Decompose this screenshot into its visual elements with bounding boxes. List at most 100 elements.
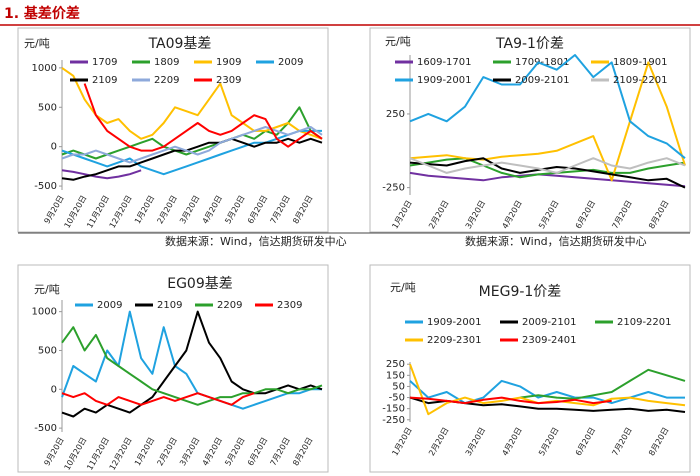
y-tick-label: -50 (389, 393, 405, 404)
legend-label: 2309 (216, 75, 241, 86)
y-tick-label: 50 (392, 381, 405, 392)
y-tick-label: -500 (34, 423, 57, 434)
source-note: 数据来源：Wind，信达期货研发中心 (465, 234, 647, 248)
x-tick-label: 9月20日 (42, 194, 65, 226)
x-tick-label: 8月20日 (291, 436, 314, 468)
legend-label: 2009 (97, 300, 122, 311)
legend-label: 1709 (92, 57, 117, 68)
x-tick-label: 5月20日 (223, 436, 246, 468)
legend-label: 1909-2001 (417, 75, 472, 86)
legend-label: 2109 (92, 75, 117, 86)
y-tick-label: 250 (386, 109, 405, 120)
unit-label: 元/吨 (390, 281, 416, 294)
x-tick-label: 9月20日 (42, 436, 65, 468)
series-line (409, 157, 686, 189)
unit-label: 元/吨 (34, 283, 60, 296)
legend-label: 2209-2301 (427, 335, 482, 346)
x-tick-label: 5月20日 (537, 199, 560, 231)
x-tick-label: 4月20日 (201, 436, 224, 468)
y-tick-label: 500 (38, 345, 57, 356)
chart-title: TA09基差 (148, 35, 212, 52)
chart-frame (17, 27, 329, 233)
series-line (83, 83, 323, 152)
legend-label: 1709-1801 (515, 57, 570, 68)
series-line (61, 67, 323, 140)
series-line (519, 368, 686, 400)
x-tick-label: 5月20日 (537, 426, 560, 458)
y-tick-label: 500 (38, 102, 57, 113)
legend-label: 2109 (157, 300, 182, 311)
series-line (409, 396, 612, 405)
series-line (61, 392, 255, 406)
series-line (61, 326, 323, 406)
legend-label: 2009 (278, 57, 303, 68)
series-line (61, 310, 323, 418)
unit-label: 元/吨 (24, 37, 50, 50)
legend-label: 1909 (216, 57, 241, 68)
x-tick-label: 5月20日 (223, 194, 246, 226)
x-tick-label: 3月20日 (178, 436, 201, 468)
series-line (409, 171, 686, 188)
unit-label: 元/吨 (385, 35, 411, 48)
x-tick-label: 7月20日 (269, 194, 292, 226)
y-tick-label: -250 (382, 415, 405, 426)
x-tick-label: 6月20日 (246, 194, 269, 226)
x-tick-label: 2月20日 (427, 199, 450, 231)
x-tick-label: 7月20日 (610, 199, 633, 231)
legend-label: 2309-2401 (522, 335, 577, 346)
legend-label: 2209 (154, 75, 179, 86)
x-tick-label: 12月20日 (108, 436, 134, 472)
x-tick-label: 12月20日 (108, 194, 134, 230)
x-tick-label: 4月20日 (500, 199, 523, 231)
x-tick-label: 1月20日 (390, 199, 413, 231)
section-title: 1. 基差价差 (4, 5, 80, 22)
y-tick-label: -250 (382, 183, 405, 194)
x-tick-label: 8月20日 (647, 426, 670, 458)
y-tick-label: 0 (51, 384, 57, 395)
series-line (61, 129, 322, 176)
series-line (61, 126, 323, 164)
y-tick-label: 1000 (32, 307, 57, 318)
legend-label: 1809 (154, 57, 179, 68)
x-tick-label: 1月20日 (133, 194, 156, 226)
x-tick-label: 7月20日 (610, 426, 633, 458)
x-tick-label: 6月20日 (574, 199, 597, 231)
series-line (409, 157, 686, 179)
series-line (409, 379, 685, 405)
chart-title: MEG9-1价差 (479, 284, 562, 300)
x-tick-label: 3月20日 (464, 426, 487, 458)
series-line (409, 157, 686, 174)
legend-label: 1909-2001 (427, 317, 482, 328)
x-tick-label: 2月20日 (427, 426, 450, 458)
legend-label: 2209 (217, 300, 242, 311)
chart-frame (17, 264, 329, 473)
legend-label: 2109-2201 (613, 75, 668, 86)
x-tick-label: 3月20日 (464, 199, 487, 231)
legend-label: 2009-2101 (522, 317, 577, 328)
series-line (409, 61, 686, 182)
x-tick-label: 8月20日 (291, 194, 314, 226)
y-tick-label: 150 (386, 370, 405, 381)
chart-title: TA9-1价差 (495, 36, 564, 52)
x-tick-label: 7月20日 (269, 436, 292, 468)
legend-label: 2109-2201 (617, 317, 672, 328)
legend-label: 2009-2101 (515, 75, 570, 86)
y-tick-label: 250 (386, 359, 405, 370)
series-line (409, 54, 686, 159)
x-tick-label: 6月20日 (246, 436, 269, 468)
series-line (61, 137, 323, 181)
x-tick-label: 4月20日 (201, 194, 224, 226)
x-tick-label: 1月20日 (133, 436, 156, 468)
x-tick-label: 8月20日 (647, 199, 670, 231)
chart-title: EG09基差 (167, 275, 233, 292)
x-tick-label: 1月20日 (390, 426, 413, 458)
y-tick-label: 1000 (32, 63, 57, 74)
chart-frame (369, 264, 691, 473)
legend-label: 2309 (277, 300, 302, 311)
legend-label: 1609-1701 (417, 57, 472, 68)
y-tick-label: -500 (34, 181, 57, 192)
x-tick-label: 6月20日 (574, 426, 597, 458)
y-tick-label: 0 (51, 142, 57, 153)
x-tick-label: 3月20日 (178, 194, 201, 226)
